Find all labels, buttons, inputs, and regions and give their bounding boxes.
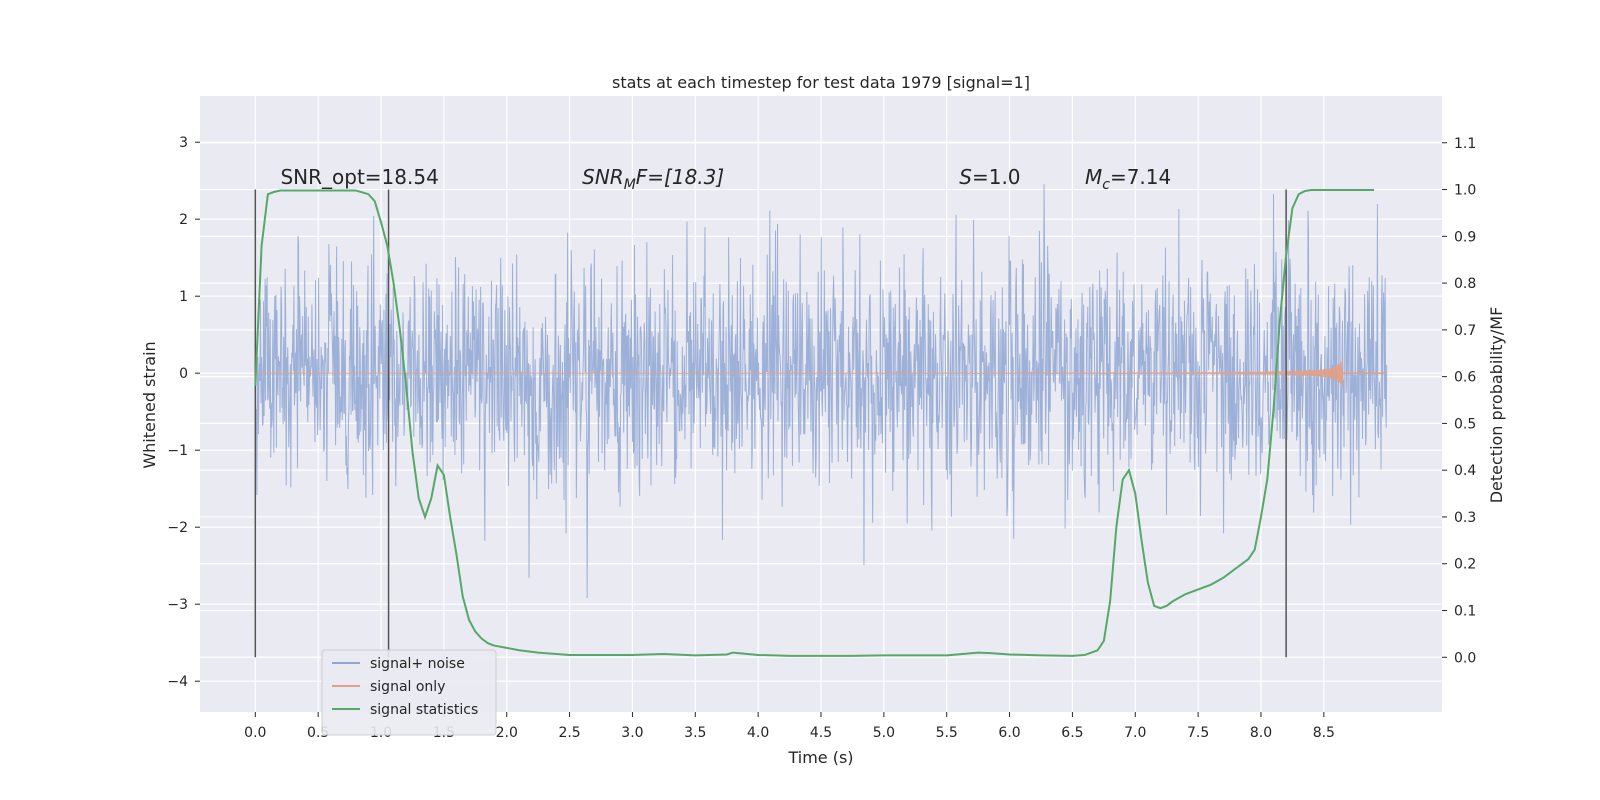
y2-tick-label: 0.8 xyxy=(1454,276,1476,292)
legend-label-noise: signal+ noise xyxy=(370,656,465,672)
y2-tick-label: 0.7 xyxy=(1454,323,1476,339)
y2-tick-label: 0.3 xyxy=(1454,510,1476,526)
legend-label-signal: signal only xyxy=(370,679,445,695)
y2-tick-label: 0.5 xyxy=(1454,416,1476,432)
x-tick-label: 8.5 xyxy=(1313,725,1335,741)
annotations: SNR_opt=18.54 SNRMF=[18.3] S=1.0 Mc=7.14 xyxy=(280,165,1171,193)
statistics-series xyxy=(254,189,1375,657)
y2-tick-label: 0.2 xyxy=(1454,557,1476,573)
x-tick-label: 3.0 xyxy=(621,725,643,741)
legend-box xyxy=(321,649,497,736)
y-tick-label: 2 xyxy=(179,212,188,228)
y2-tick-label: 0.9 xyxy=(1454,229,1476,245)
y2-axis-label: Detection probability/MF xyxy=(1487,307,1506,504)
vertical-lines xyxy=(254,189,1287,658)
x-tick-label: 5.0 xyxy=(873,725,895,741)
noise-series xyxy=(254,184,1388,599)
x-tick-label: 0.0 xyxy=(244,725,266,741)
y2-tick-label: 1.0 xyxy=(1454,183,1476,199)
annotation-text: SNRMF=[18.3] xyxy=(582,165,724,193)
chart-title: stats at each timestep for test data 197… xyxy=(612,73,1030,92)
y-tick-label: 0 xyxy=(179,366,188,382)
x-axis-label: Time (s) xyxy=(787,748,853,767)
x-tick-label: 4.5 xyxy=(810,725,832,741)
y-tick-label: 3 xyxy=(179,135,188,151)
y2-tick-label: 0.6 xyxy=(1454,370,1476,386)
x-tick-label: 7.0 xyxy=(1124,725,1146,741)
annotation-text: S=1.0 xyxy=(959,165,1020,189)
legend: signal+ noise signal only signal statist… xyxy=(321,649,497,736)
x-tick-label: 6.0 xyxy=(998,725,1020,741)
x-tick-label: 3.5 xyxy=(684,725,706,741)
x-tick-label: 7.5 xyxy=(1187,725,1209,741)
y-tick-label: −4 xyxy=(167,674,188,690)
y2-tick-label: 0.0 xyxy=(1454,650,1476,666)
y-tick-label: −2 xyxy=(167,520,188,536)
y-tick-label: 1 xyxy=(179,289,188,305)
y2-ticks: 1.1 1.0 0.9 0.8 0.7 0.6 0.5 0.4 0.3 0.2 0.1 0.0 xyxy=(1442,136,1476,666)
y-ticks: 3 2 1 0 −1 −2 −3 −4 xyxy=(167,135,200,690)
annotation-text: Mc=7.14 xyxy=(1085,165,1171,193)
x-tick-label: 2.0 xyxy=(496,725,518,741)
y2-tick-label: 1.1 xyxy=(1454,136,1476,152)
statistics-line xyxy=(254,189,1375,657)
x-tick-label: 5.5 xyxy=(936,725,958,741)
y2-tick-label: 0.1 xyxy=(1454,604,1476,620)
x-tick-label: 6.5 xyxy=(1061,725,1083,741)
chirp-line xyxy=(255,363,1387,383)
x-tick-label: 8.0 xyxy=(1250,725,1272,741)
noise-line xyxy=(254,184,1388,599)
y-tick-label: −1 xyxy=(167,443,188,459)
annotation-text: SNR_opt=18.54 xyxy=(280,165,438,189)
x-tick-label: 4.0 xyxy=(747,725,769,741)
legend-label-statistics: signal statistics xyxy=(370,702,478,718)
y-tick-label: −3 xyxy=(167,597,188,613)
chirp-series xyxy=(255,359,1387,387)
x-tick-label: 2.5 xyxy=(558,725,580,741)
y-axis-label: Whitened strain xyxy=(140,341,159,468)
y2-tick-label: 0.4 xyxy=(1454,463,1476,479)
